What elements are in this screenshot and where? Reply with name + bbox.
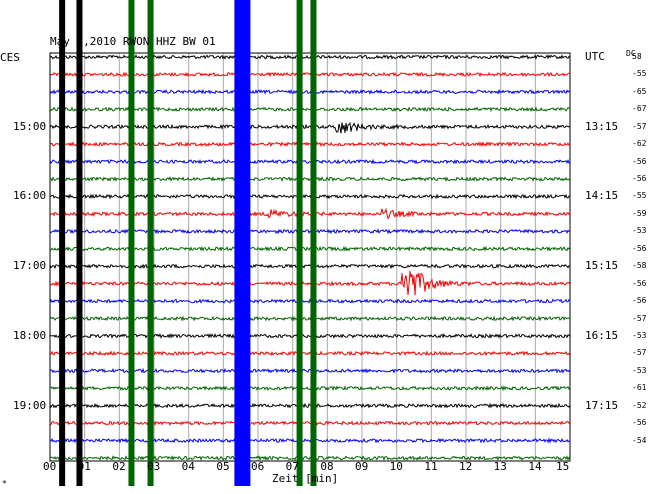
right-time-label: 17:15 <box>585 398 619 412</box>
x-tick-label: 06 <box>251 460 265 473</box>
dc-offset-label: -53 <box>632 330 647 340</box>
dc-offset-label: -56 <box>632 278 647 288</box>
x-tick-label: 02 <box>112 460 126 473</box>
x-tick-label: 12 <box>459 460 473 473</box>
dc-offset-label: -57 <box>632 348 647 358</box>
x-tick-label: 14 <box>528 460 542 473</box>
trace-22 <box>49 437 571 444</box>
right-time-label: 13:15 <box>585 119 619 133</box>
x-axis-label: Zeit [min] <box>272 472 339 485</box>
dc-offset-label: -56 <box>632 243 647 253</box>
trace-15 <box>49 315 571 322</box>
x-tick-label: 04 <box>181 460 195 473</box>
x-tick-label: 08 <box>320 460 334 473</box>
dc-offset-label: 58 <box>632 52 642 61</box>
dc-offset-label: -59 <box>632 208 647 218</box>
x-tick-label: 13 <box>493 460 507 473</box>
trace-5 <box>49 141 571 148</box>
saturated-band-0 <box>59 0 66 486</box>
right-time-label: 14:15 <box>585 189 619 203</box>
dc-label: DC <box>626 49 636 58</box>
saturated-band-1 <box>76 0 83 486</box>
dc-offset-label: -56 <box>632 418 647 428</box>
dc-offset-label: -56 <box>632 156 647 166</box>
trace-20 <box>49 402 571 409</box>
left-timezone-label: CES <box>0 51 20 64</box>
trace-17 <box>49 350 571 357</box>
trace-12 <box>49 263 571 270</box>
trace-9 <box>49 207 571 220</box>
saturated-band-4 <box>234 0 251 486</box>
plot-frame <box>49 52 571 462</box>
chart-title: May 5,2010 RWON HHZ BW 01 <box>50 35 216 48</box>
dc-offset-label: -67 <box>632 104 647 114</box>
trace-4 <box>49 121 571 134</box>
trace-6 <box>49 158 571 165</box>
dc-offset-label: -65 <box>632 86 647 96</box>
dc-offset-label: -55 <box>632 191 647 201</box>
left-time-label: 15:00 <box>13 119 47 133</box>
trace-18 <box>49 367 571 374</box>
left-time-label: 16:00 <box>13 189 47 203</box>
trace-11 <box>49 245 571 252</box>
trace-16 <box>49 333 571 339</box>
x-tick-label: 05 <box>216 460 230 473</box>
trace-13 <box>49 271 571 296</box>
saturated-band-3 <box>147 0 154 486</box>
x-tick-label: 10 <box>389 460 403 473</box>
trace-21 <box>49 420 571 427</box>
trace-23 <box>49 455 571 461</box>
x-tick-label: 07 <box>285 460 299 473</box>
dc-offset-label: -54 <box>632 435 647 445</box>
trace-1 <box>49 71 571 78</box>
dc-offset-label: -56 <box>632 296 647 306</box>
saturated-band-2 <box>128 0 135 486</box>
dc-offset-label: -57 <box>632 313 647 323</box>
dc-offset-label: -56 <box>632 174 647 184</box>
right-time-label: 15:15 <box>585 259 619 273</box>
dc-offset-label: -53 <box>632 365 647 375</box>
trace-10 <box>50 228 571 235</box>
x-tick-label: 09 <box>355 460 369 473</box>
saturated-band-6 <box>310 0 317 486</box>
dc-offset-label: -61 <box>632 383 647 393</box>
trace-3 <box>49 106 571 113</box>
dc-offset-label: -52 <box>632 400 647 410</box>
dc-offset-label: -57 <box>632 121 647 131</box>
x-tick-label: 15 <box>556 460 570 473</box>
trace-14 <box>49 297 571 305</box>
right-time-label: UTC <box>585 50 605 63</box>
trace-2 <box>49 88 571 95</box>
dc-offset-label: -58 <box>632 261 647 271</box>
saturated-band-5 <box>296 0 303 486</box>
trace-19 <box>49 385 571 392</box>
x-tick-label: 00 <box>43 460 57 473</box>
trace-8 <box>49 193 571 200</box>
left-time-label: 19:00 <box>13 398 47 412</box>
dc-offset-label: -53 <box>632 226 647 236</box>
trace-0 <box>49 54 571 60</box>
dc-offset-label: -55 <box>632 69 647 79</box>
corner-mark: * <box>2 479 7 488</box>
dc-offset-label: -62 <box>632 139 647 149</box>
x-tick-label: 03 <box>147 460 161 473</box>
right-time-label: 16:15 <box>585 328 619 342</box>
trace-7 <box>49 176 571 183</box>
left-time-label: 18:00 <box>13 328 47 342</box>
left-time-label: 17:00 <box>13 259 47 273</box>
x-tick-label: 11 <box>424 460 438 473</box>
x-tick-label: 01 <box>77 460 91 473</box>
